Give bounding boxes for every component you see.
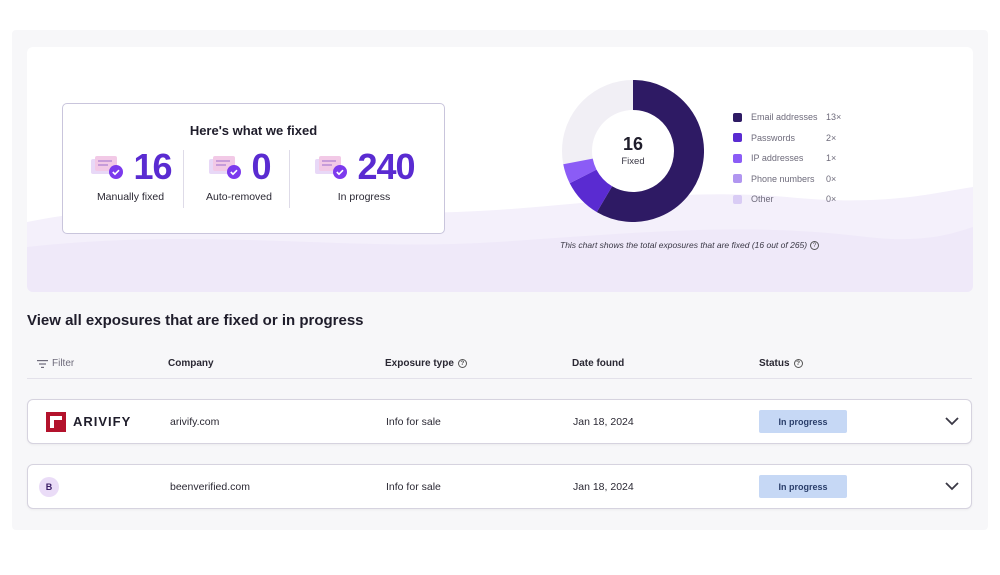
status-cell: In progress — [759, 400, 847, 443]
help-icon[interactable]: ? — [810, 240, 820, 250]
chart-legend: Email addresses 13× Passwords 2× IP addr… — [733, 107, 873, 210]
segment-email — [596, 80, 704, 222]
date-found-cell: Jan 18, 2024 — [573, 480, 634, 493]
expand-row-button[interactable] — [945, 465, 959, 508]
section-title: View all exposures that are fixed or in … — [27, 312, 364, 329]
legend-swatch — [733, 153, 742, 163]
legend-item-ip: IP addresses 1× — [733, 148, 873, 169]
stat-auto-removed: 0 Auto-removed — [194, 146, 284, 216]
stat-divider — [289, 150, 290, 208]
filter-button[interactable]: Filter — [37, 358, 74, 369]
column-exposure-type: Exposure type ? — [385, 358, 467, 369]
column-company-label: Company — [168, 358, 214, 369]
chart-note-text: This chart shows the total exposures tha… — [560, 240, 808, 250]
legend-label: Passwords — [751, 132, 796, 143]
fixed-summary-box: Here's what we fixed 16 Manually fixed — [62, 103, 445, 234]
help-icon[interactable]: ? — [457, 359, 467, 368]
legend-label: IP addresses — [751, 153, 804, 164]
company-logo: ARIVIFY — [46, 400, 131, 443]
exposure-type-cell: Info for sale — [386, 480, 441, 493]
legend-swatch — [733, 174, 742, 184]
filter-lines-icon — [37, 359, 48, 368]
legend-swatch — [733, 112, 742, 122]
stat-in-progress: 240 In progress — [301, 146, 427, 216]
column-company: Company — [168, 358, 214, 369]
segment-passwords — [569, 169, 613, 213]
legend-count: 1× — [826, 153, 837, 164]
column-status: Status ? — [759, 358, 803, 369]
stat-manually-fixed: 16 Manually fixed — [79, 146, 182, 216]
legend-count: 0× — [826, 173, 837, 184]
donut-center-value: 16 — [622, 134, 644, 154]
brand-initial: B — [39, 476, 59, 497]
column-exposure-type-label: Exposure type — [385, 358, 454, 369]
legend-label: Phone numbers — [751, 173, 815, 184]
company-logo: B — [39, 465, 59, 508]
status-badge: In progress — [759, 475, 847, 498]
brand-name: ARIVIFY — [73, 414, 132, 429]
filter-label: Filter — [52, 358, 75, 369]
column-status-label: Status — [759, 358, 790, 369]
legend-count: 13× — [826, 112, 842, 123]
stat-divider — [183, 150, 184, 208]
expand-row-button[interactable] — [945, 400, 959, 443]
documents-check-icon — [315, 156, 348, 179]
legend-item-other: Other 0× — [733, 189, 873, 210]
date-found-cell: Jan 18, 2024 — [573, 415, 634, 428]
table-row[interactable]: B beenverified.com Info for sale Jan 18,… — [27, 464, 972, 509]
header-divider — [27, 378, 972, 379]
company-cell: beenverified.com — [170, 480, 250, 493]
exposures-donut-chart — [562, 80, 704, 222]
stat-value: 240 — [357, 146, 415, 187]
status-badge: In progress — [759, 410, 847, 433]
help-icon[interactable]: ? — [793, 359, 803, 368]
stat-label: Manually fixed — [96, 191, 165, 203]
fixed-summary-title: Here's what we fixed — [189, 123, 318, 138]
chevron-down-icon — [945, 417, 959, 426]
documents-check-icon — [209, 156, 242, 179]
column-date-found-label: Date found — [572, 358, 625, 369]
legend-item-passwords: Passwords 2× — [733, 128, 873, 149]
chart-note: This chart shows the total exposures tha… — [560, 240, 860, 250]
company-cell: arivify.com — [170, 415, 220, 428]
table-header: Filter Company Exposure type ? Date foun… — [27, 354, 972, 378]
legend-label: Other — [751, 194, 774, 205]
legend-item-email: Email addresses 13× — [733, 107, 873, 128]
legend-swatch — [733, 194, 742, 204]
stat-label: Auto-removed — [206, 191, 272, 203]
arivify-logo-icon — [46, 411, 66, 432]
legend-swatch — [733, 133, 742, 143]
column-date-found: Date found — [572, 358, 624, 369]
chevron-down-icon — [945, 482, 959, 491]
legend-count: 0× — [826, 194, 837, 205]
donut-center-label: Fixed — [621, 156, 645, 167]
stat-label: In progress — [337, 191, 391, 203]
documents-check-icon — [91, 156, 124, 179]
segment-ip — [563, 158, 597, 184]
legend-item-phone: Phone numbers 0× — [733, 169, 873, 190]
legend-label: Email addresses — [751, 112, 818, 123]
legend-count: 2× — [826, 132, 837, 143]
stat-value: 16 — [133, 146, 172, 187]
table-row[interactable]: ARIVIFY arivify.com Info for sale Jan 18… — [27, 399, 972, 444]
status-cell: In progress — [759, 465, 847, 508]
exposure-type-cell: Info for sale — [386, 415, 441, 428]
stat-value: 0 — [251, 146, 271, 187]
